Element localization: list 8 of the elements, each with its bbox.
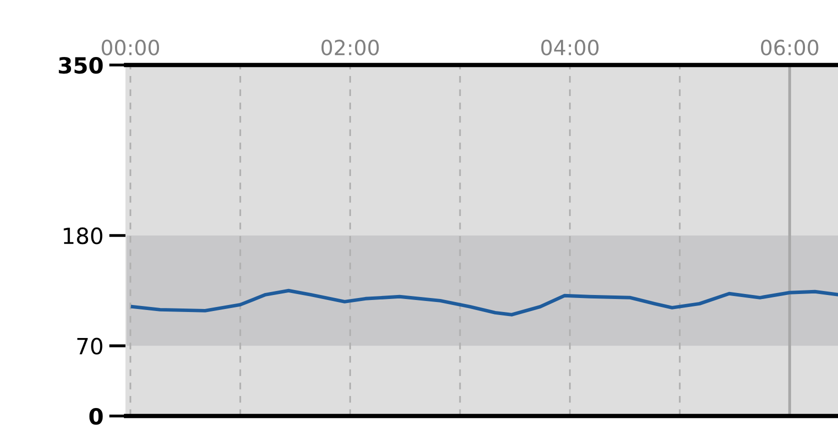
y-tick-label: 0 [89, 408, 103, 425]
y-tick-label: 70 [77, 338, 102, 355]
x-tick-label: 06:00 [761, 40, 818, 56]
x-tick-label: 02:00 [322, 40, 379, 56]
x-tick-label: 04:00 [541, 40, 599, 56]
y-tick-label: 180 [64, 227, 102, 244]
y-tick-label: 350 [58, 56, 103, 74]
x-tick-label: 00:00 [102, 40, 160, 56]
